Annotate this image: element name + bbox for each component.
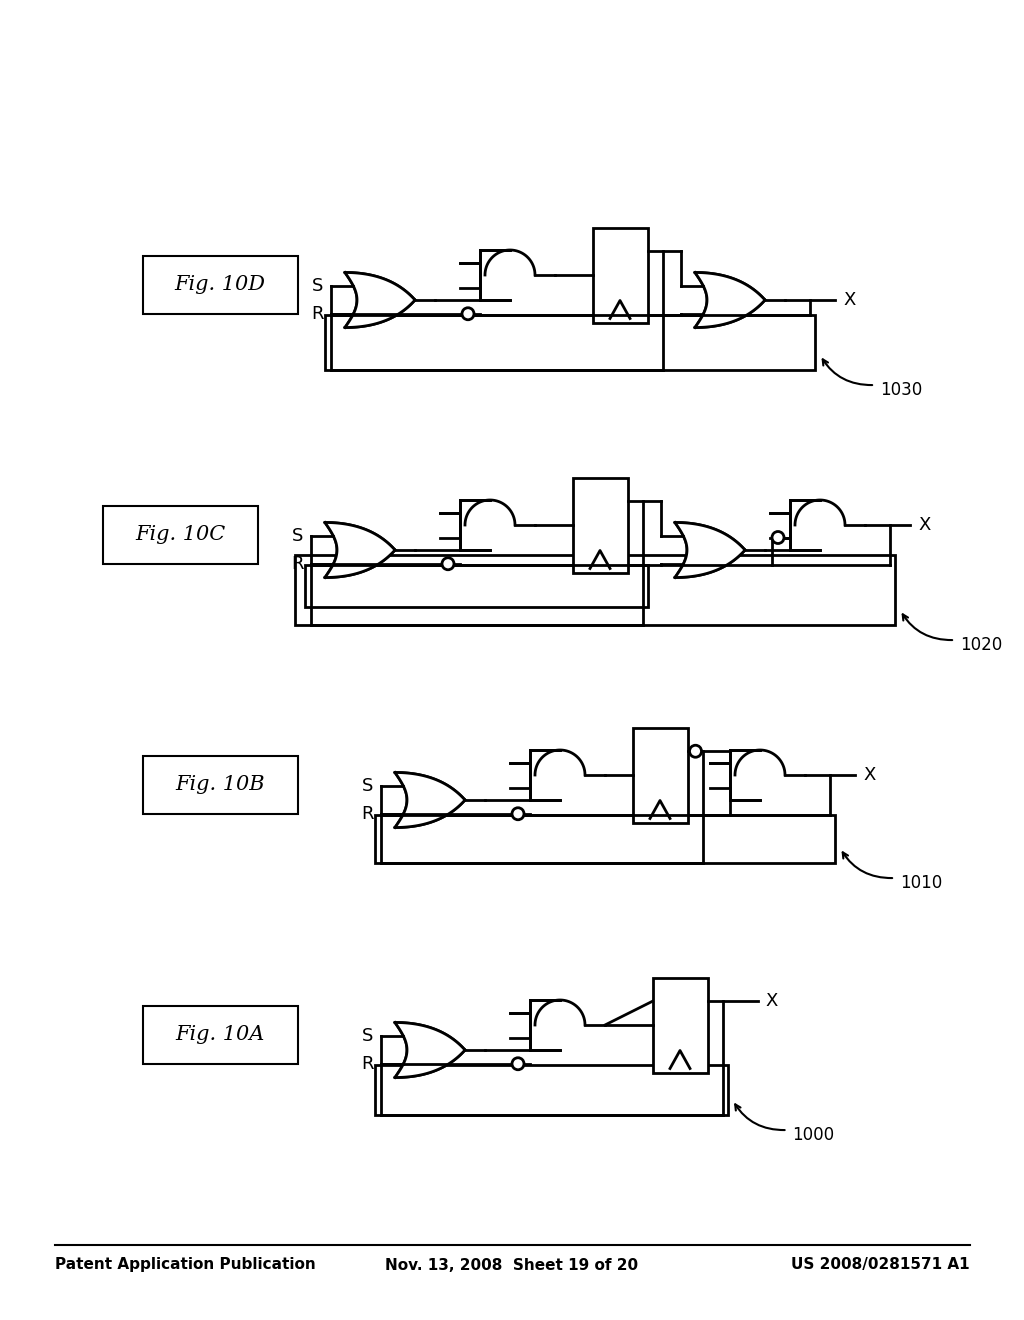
Polygon shape: [465, 500, 515, 550]
Text: R: R: [291, 554, 303, 573]
Text: X: X: [918, 516, 931, 535]
Circle shape: [772, 532, 784, 544]
Text: R: R: [361, 1055, 374, 1073]
Text: R: R: [311, 305, 324, 323]
Text: S: S: [292, 527, 303, 545]
Text: S: S: [362, 1027, 374, 1045]
Bar: [593, 227, 647, 322]
Polygon shape: [735, 750, 785, 800]
Text: 1000: 1000: [793, 1126, 835, 1144]
Text: 1030: 1030: [880, 381, 923, 399]
Bar: [325, 314, 815, 370]
Text: Fig. 10B: Fig. 10B: [175, 776, 265, 795]
Text: S: S: [312, 277, 324, 296]
Text: S: S: [362, 777, 374, 795]
Polygon shape: [530, 1001, 560, 1049]
Text: R: R: [361, 805, 374, 822]
Bar: [652, 978, 708, 1072]
Polygon shape: [345, 272, 415, 327]
Bar: [305, 565, 647, 607]
Text: Nov. 13, 2008  Sheet 19 of 20: Nov. 13, 2008 Sheet 19 of 20: [385, 1258, 639, 1272]
Polygon shape: [395, 1023, 465, 1077]
Polygon shape: [730, 750, 760, 800]
Bar: [375, 1064, 727, 1115]
Circle shape: [689, 746, 701, 758]
Bar: [102, 506, 257, 564]
Polygon shape: [535, 750, 585, 800]
Bar: [375, 814, 835, 863]
Circle shape: [512, 1057, 524, 1069]
Polygon shape: [485, 249, 535, 300]
Text: Patent Application Publication: Patent Application Publication: [55, 1258, 315, 1272]
Text: 1020: 1020: [961, 636, 1002, 653]
Bar: [295, 554, 895, 624]
Polygon shape: [460, 500, 490, 550]
Circle shape: [442, 558, 454, 570]
Polygon shape: [535, 1001, 585, 1049]
Polygon shape: [480, 249, 510, 300]
Text: 1010: 1010: [900, 874, 942, 892]
Text: Fig. 10D: Fig. 10D: [174, 276, 265, 294]
Bar: [142, 756, 298, 814]
Text: Fig. 10C: Fig. 10C: [135, 525, 225, 544]
Polygon shape: [795, 500, 845, 550]
Polygon shape: [530, 750, 560, 800]
Text: US 2008/0281571 A1: US 2008/0281571 A1: [792, 1258, 970, 1272]
Text: Fig. 10A: Fig. 10A: [175, 1026, 264, 1044]
Bar: [142, 1006, 298, 1064]
Polygon shape: [695, 272, 765, 327]
Text: X: X: [843, 290, 855, 309]
Polygon shape: [675, 523, 745, 578]
Circle shape: [512, 808, 524, 820]
Polygon shape: [790, 500, 820, 550]
Polygon shape: [395, 772, 465, 828]
Text: X: X: [766, 993, 778, 1010]
Bar: [633, 727, 687, 822]
Circle shape: [462, 308, 474, 319]
Bar: [572, 478, 628, 573]
Bar: [142, 256, 298, 314]
Text: X: X: [863, 766, 876, 784]
Polygon shape: [325, 523, 395, 578]
